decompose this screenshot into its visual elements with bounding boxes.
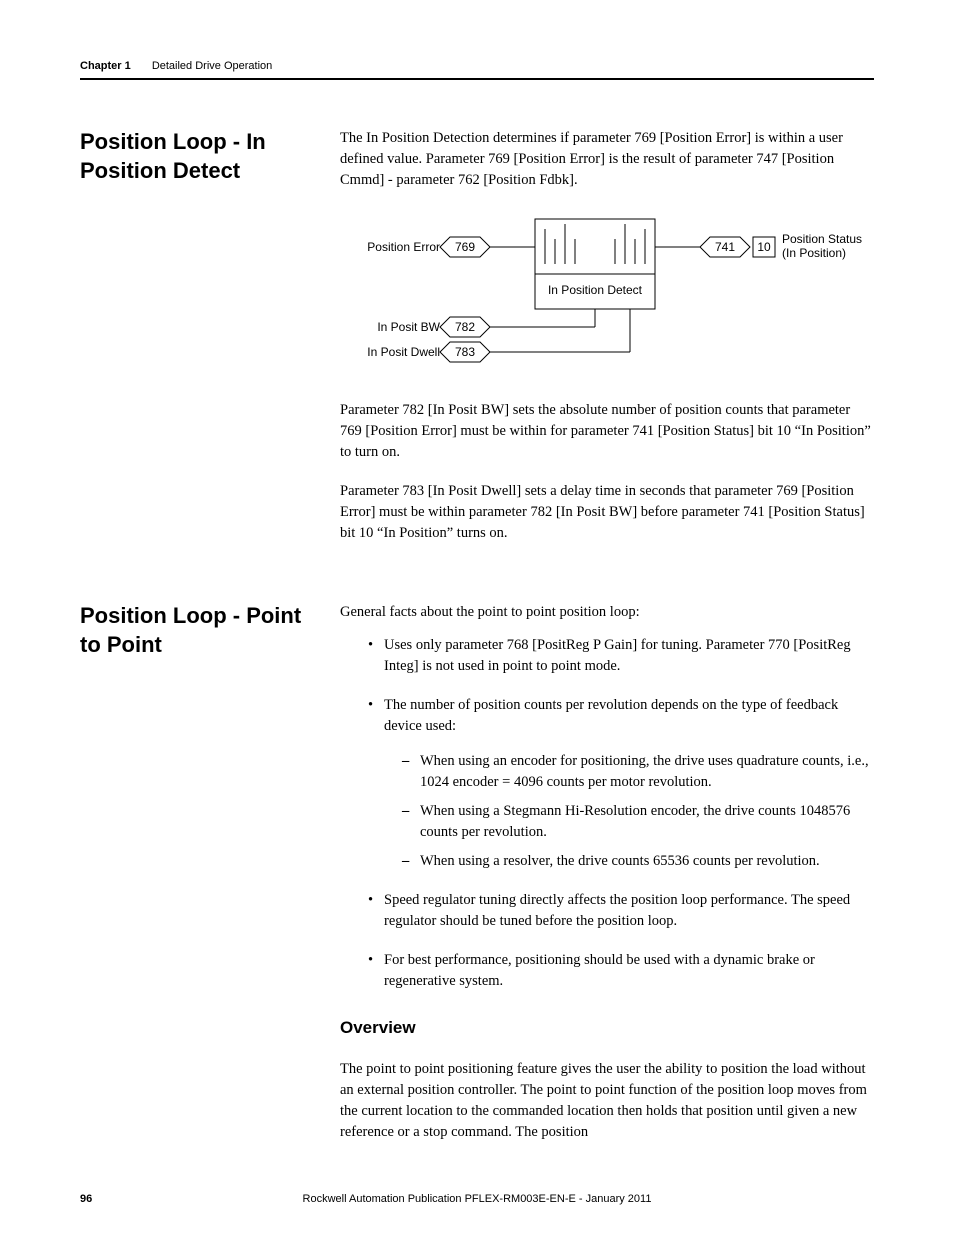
svg-text:10: 10 [757, 240, 771, 254]
chapter-label: Chapter 1 [80, 60, 131, 72]
section-content: The In Position Detection determines if … [340, 128, 874, 562]
diagram-label-in-posit-bw: In Posit BW [377, 320, 440, 334]
list-item: The number of position counts per revolu… [368, 695, 874, 872]
chapter-subtitle: Detailed Drive Operation [152, 60, 272, 72]
list-item: When using a resolver, the drive counts … [402, 851, 874, 872]
diagram-label-position-error: Position Error [367, 240, 440, 254]
svg-text:769: 769 [455, 240, 475, 254]
list-item: For best performance, positioning should… [368, 950, 874, 992]
intro-paragraph: The In Position Detection determines if … [340, 128, 874, 191]
section-point-to-point: Position Loop - Point to Point General f… [80, 602, 874, 1161]
paragraph-782: Parameter 782 [In Posit BW] sets the abs… [340, 400, 874, 463]
intro-paragraph: General facts about the point to point p… [340, 602, 874, 623]
svg-text:783: 783 [455, 345, 475, 359]
section-content: General facts about the point to point p… [340, 602, 874, 1161]
bullet-list: Uses only parameter 768 [PositReg P Gain… [340, 635, 874, 992]
diagram-param-741: 741 [700, 237, 750, 257]
section-in-position-detect: Position Loop - In Position Detect The I… [80, 128, 874, 562]
diagram-param-769: 769 [440, 237, 490, 257]
diagram-label-in-position: (In Position) [782, 246, 846, 260]
publication-info: Rockwell Automation Publication PFLEX-RM… [80, 1193, 874, 1205]
paragraph-783: Parameter 783 [In Posit Dwell] sets a de… [340, 481, 874, 544]
diagram-bit-10: 10 [753, 237, 775, 257]
list-item: When using a Stegmann Hi-Resolution enco… [402, 801, 874, 843]
diagram-param-783: 783 [440, 342, 490, 362]
page-header: Chapter 1 Detailed Drive Operation [80, 60, 874, 72]
svg-text:741: 741 [715, 240, 735, 254]
overview-paragraph: The point to point positioning feature g… [340, 1059, 874, 1143]
diagram-label-position-status: Position Status [782, 232, 862, 246]
sub-bullet-list: When using an encoder for positioning, t… [384, 751, 874, 872]
diagram-param-782: 782 [440, 317, 490, 337]
section-heading: Position Loop - Point to Point [80, 602, 340, 1161]
svg-text:782: 782 [455, 320, 475, 334]
overview-heading: Overview [340, 1016, 874, 1041]
in-position-diagram: Position Error 769 [340, 209, 874, 376]
list-item: Speed regulator tuning directly affects … [368, 890, 874, 932]
header-rule [80, 78, 874, 80]
page-footer: 96 Rockwell Automation Publication PFLEX… [80, 1193, 874, 1205]
list-item: Uses only parameter 768 [PositReg P Gain… [368, 635, 874, 677]
diagram-block-label: In Position Detect [548, 283, 643, 297]
list-item: When using an encoder for positioning, t… [402, 751, 874, 793]
section-heading: Position Loop - In Position Detect [80, 128, 340, 562]
diagram-label-in-posit-dwell: In Posit Dwell [367, 345, 440, 359]
